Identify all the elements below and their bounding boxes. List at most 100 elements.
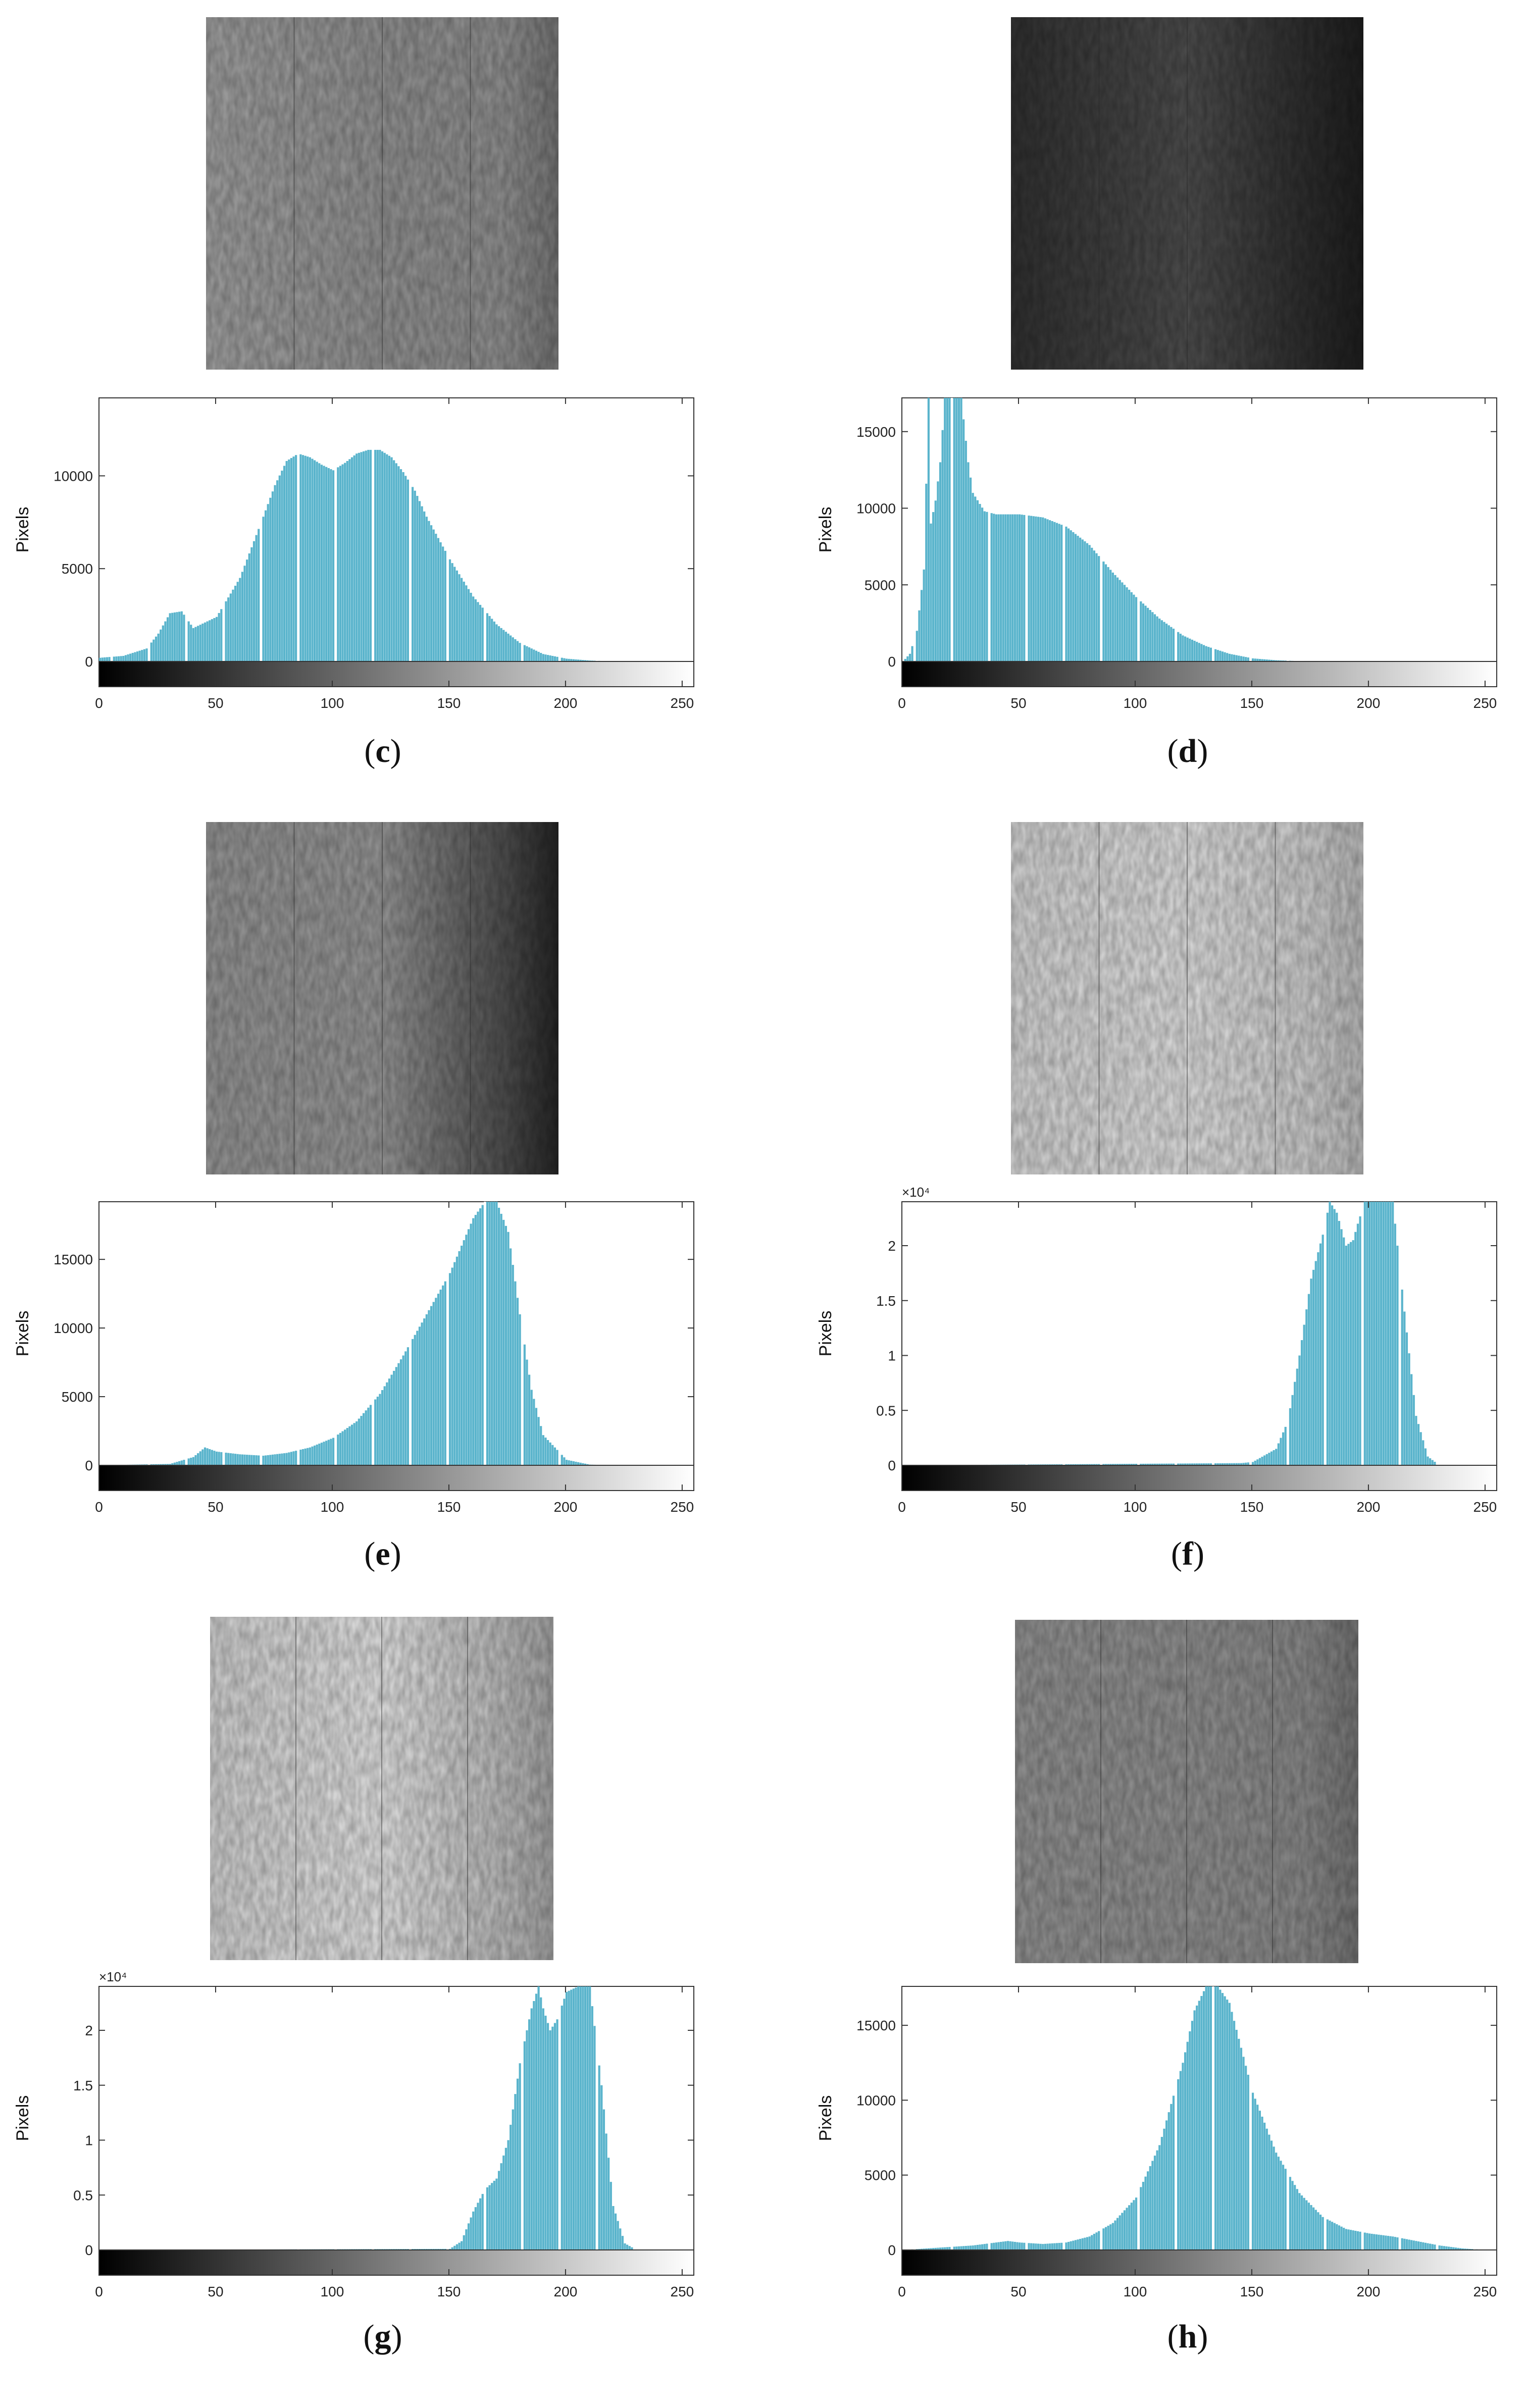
histogram-bar: [497, 626, 500, 661]
histogram-bar: [1023, 2242, 1026, 2250]
histogram-bar: [477, 1211, 479, 1465]
histogram-bar: [1172, 1463, 1175, 1465]
histogram-bar: [383, 452, 386, 661]
histogram-bar: [1258, 1458, 1261, 1465]
histogram-bar: [241, 1454, 243, 1465]
histogram-bar: [1079, 537, 1082, 661]
histogram-bar: [993, 2242, 995, 2250]
histogram-bar: [944, 398, 946, 661]
histogram-bar: [390, 1374, 393, 1465]
histogram-bar: [997, 514, 1000, 661]
histogram-bar: [1240, 656, 1243, 661]
histogram-bar: [1000, 514, 1002, 661]
histogram-bar: [533, 2001, 535, 2250]
histogram-bar: [1361, 2232, 1364, 2250]
histogram-bar: [1051, 521, 1053, 661]
histogram-bar: [236, 582, 239, 661]
histogram-bar: [1398, 1267, 1401, 1465]
histogram-bar: [1317, 1252, 1319, 1465]
histogram-bar: [1042, 2244, 1044, 2250]
histogram-bar: [269, 497, 272, 661]
histogram-bar: [1177, 632, 1180, 661]
histogram-bar: [1249, 1462, 1252, 1465]
histogram-bar: [136, 651, 139, 661]
histogram-bar: [1002, 2241, 1004, 2250]
histogram-bar: [1321, 2217, 1324, 2250]
histogram-bar: [1102, 2228, 1105, 2250]
histogram-bar: [418, 501, 421, 661]
histogram-bar: [1359, 1216, 1361, 1465]
histogram-bar: [281, 471, 283, 661]
histogram-bar: [215, 617, 218, 661]
histogram-bar: [1037, 517, 1040, 661]
histogram-bar: [568, 1990, 570, 2250]
histogram-bar: [360, 452, 363, 661]
histogram-bar: [252, 1455, 256, 1465]
histogram-bar: [458, 1251, 461, 1465]
histogram-bar: [451, 2247, 453, 2250]
histogram-bar: [1147, 1463, 1149, 1465]
histogram-bar: [1415, 2241, 1417, 2250]
histogram-bar: [932, 2248, 935, 2250]
histogram-bar: [1396, 2237, 1399, 2250]
histogram-bar: [463, 581, 465, 661]
histogram-bar: [241, 572, 243, 661]
histogram-bar: [939, 462, 942, 661]
x-tick-label: 100: [1124, 1499, 1147, 1515]
histogram-bar: [301, 1449, 304, 1465]
histogram-bar: [1249, 2083, 1252, 2250]
histogram-bar: [215, 1451, 218, 1465]
histogram-bar: [486, 613, 489, 661]
histogram-bar: [1095, 553, 1098, 661]
histogram-bar: [1422, 1440, 1425, 1465]
histogram-bar: [1370, 1202, 1373, 1465]
histogram-bar: [1058, 1464, 1060, 1465]
x-tick-label: 50: [1010, 2284, 1026, 2299]
histogram-bar: [974, 496, 977, 661]
panel-f-texture-image: [1011, 822, 1363, 1174]
histogram-bar: [1189, 2031, 1191, 2250]
histogram-bar: [1258, 659, 1261, 661]
y-tick-label: 10000: [856, 501, 896, 517]
histogram-bar: [169, 1464, 171, 1465]
histogram-bar: [1114, 2220, 1116, 2250]
histogram-bar: [1158, 2145, 1161, 2250]
histogram-bar: [311, 1446, 314, 1465]
histogram-bar: [1140, 601, 1142, 661]
histogram-bar: [1042, 517, 1044, 661]
histogram-bar: [602, 2109, 605, 2250]
histogram-bar: [1403, 1311, 1406, 1465]
histogram-bar: [388, 455, 391, 661]
histogram-bar: [1028, 2243, 1030, 2250]
histogram-bar: [239, 578, 241, 661]
histogram-bar: [453, 2245, 456, 2250]
histogram-bar: [1319, 1243, 1322, 1465]
histogram-bar: [1107, 567, 1109, 661]
histogram-bar: [1186, 2041, 1189, 2250]
histogram-bar: [1055, 2243, 1058, 2250]
histogram-bar: [577, 1986, 580, 2250]
x-tick-label: 150: [437, 2284, 461, 2299]
histogram-bar: [99, 657, 101, 661]
histogram-bar: [416, 1330, 419, 1465]
histogram-bar: [1256, 2105, 1259, 2250]
histogram-bar: [124, 655, 127, 661]
histogram-bar: [1172, 2095, 1175, 2250]
y-tick-label: 15000: [856, 424, 896, 440]
panel-e-caption: (e): [364, 1535, 401, 1572]
histogram-bar: [946, 2247, 948, 2250]
histogram-bar: [1417, 1424, 1420, 1465]
histogram-bar: [1333, 2223, 1336, 2250]
histogram-bar: [439, 1290, 442, 1465]
histogram-bar: [510, 2125, 512, 2250]
histogram-bar: [430, 525, 433, 661]
histogram-bar: [1375, 1202, 1378, 1465]
histogram-bar: [1030, 516, 1033, 661]
histogram-bar: [551, 1445, 554, 1465]
histogram-bar: [1347, 2229, 1350, 2250]
histogram-bar: [474, 599, 477, 661]
histogram-bar: [589, 1986, 591, 2250]
histogram-bar: [421, 1322, 423, 1465]
histogram-bar: [1013, 2241, 1016, 2250]
histogram-bar: [453, 567, 456, 661]
